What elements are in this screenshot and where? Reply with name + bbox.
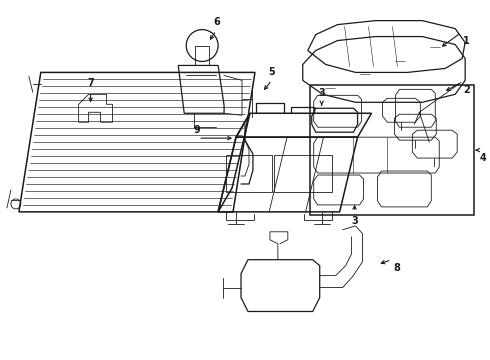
Text: 2: 2 [463,85,470,95]
Text: 5: 5 [268,67,275,77]
Text: 3: 3 [318,88,325,98]
Text: 4: 4 [480,153,487,163]
Bar [274,154,332,192]
Bar [310,85,474,215]
Text: 7: 7 [88,78,95,88]
Text: 9: 9 [194,125,200,135]
Bar [226,154,272,192]
Text: 3: 3 [352,216,358,226]
Bar [195,45,209,66]
Text: 6: 6 [213,17,220,27]
Text: 1: 1 [463,36,470,46]
Text: 8: 8 [393,263,400,273]
